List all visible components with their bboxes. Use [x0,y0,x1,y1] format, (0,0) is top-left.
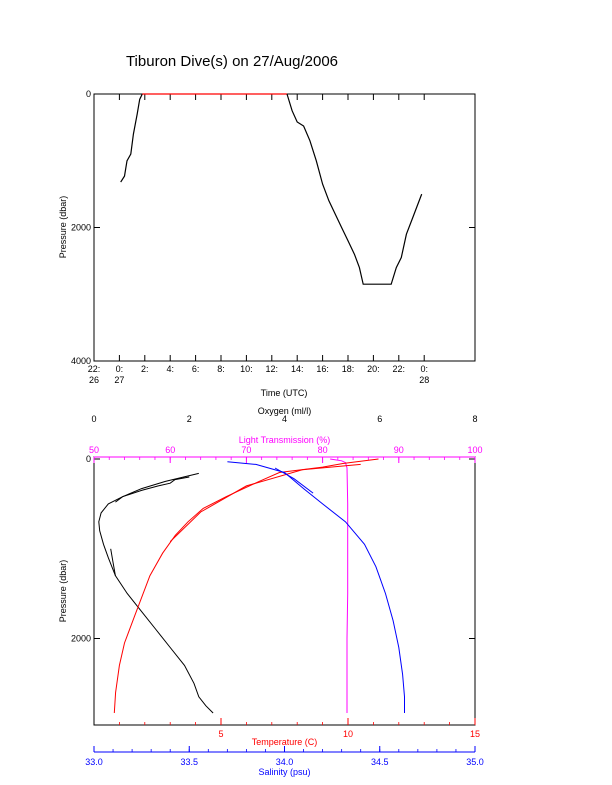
y-tick-label: 2000 [71,223,91,233]
y-tick-label: 4000 [71,356,91,366]
axis-tick-label: 15 [470,729,480,739]
y-tick-label: 0 [86,89,91,99]
x-tick-label: 10: [240,364,253,374]
axis-tick-label: 90 [394,445,404,455]
x-tick-label: 27 [114,375,124,385]
x-tick-label: 26 [89,375,99,385]
x-tick-label: 14: [291,364,304,374]
profile-chart: 0 2000 0 2 4 6 8 Oxygen (ml/l) 50 60 70 80 90 100 Lig… [58,406,484,777]
profile-oxygen [115,472,199,503]
axis-temperature: 5 10 15 Temperature (C) [119,718,480,747]
axis-tick-label: 35.0 [466,757,484,767]
x-tick-label: 28 [419,375,429,385]
series-line [286,93,423,285]
profile-temperature [113,458,379,714]
x-tick-label: 0: [116,364,124,374]
profile-salinity [227,461,405,713]
figure-title: Tiburon Dive(s) on 27/Aug/2006 [126,53,338,70]
axis-tick-label: 50 [89,445,99,455]
axis-tick-label: 0 [91,414,96,424]
axis-tick-label: 6 [377,414,382,424]
axis-tick-label: 5 [218,729,223,739]
axis-tick-label: 2 [187,414,192,424]
axis-tick-label: 4 [282,414,287,424]
profile-salinity [274,467,314,494]
axis-tick-label: 70 [241,445,251,455]
x-tick-label: 0: [420,364,428,374]
x-ticks: 22:260:272: 4: 6: 8: 10: 12: 14: 16: 18: 20: 22: 0:… [88,94,429,385]
profile-oxygen [98,476,214,714]
series-line [120,93,143,183]
chart-frame [93,456,476,726]
profile-temperature [169,463,361,542]
axis-title: Temperature (C) [252,737,318,747]
axis-title: Light Transmission (%) [239,435,331,445]
x-axis-label: Time (UTC) [261,388,308,398]
y-axis-label: Pressure (dbar) [58,196,68,259]
x-tick-label: 22: [88,364,101,374]
chart-frame [93,93,476,362]
axis-tick-label: 100 [467,445,482,455]
series-group [98,458,405,714]
profile-transmission [330,458,349,713]
x-tick-label: 22: [393,364,406,374]
x-tick-label: 12: [266,364,279,374]
axis-tick-label: 33.5 [180,757,198,767]
axis-oxygen: 0 2 4 6 8 Oxygen (ml/l) [91,406,477,424]
axis-title: Salinity (psu) [258,767,310,777]
x-tick-label: 2: [141,364,149,374]
x-tick-label: 20: [367,364,380,374]
axis-tick-label: 10 [343,729,353,739]
axis-transmission: 50 60 70 80 90 100 Light Transmission (%) [89,435,483,463]
y-ticks: 0 2000 4000 [71,89,475,366]
axis-tick-label: 8 [472,414,477,424]
axis-tick-label: 60 [165,445,175,455]
axis-tick-label: 34.0 [276,757,294,767]
y-axis-label: Pressure (dbar) [58,560,68,623]
axis-title: Oxygen (ml/l) [258,406,312,416]
axis-tick-label: 34.5 [371,757,389,767]
axis-salinity: 33.0 33.5 34.0 34.5 35.0 Salinity (psu) [85,746,484,777]
x-tick-label: 6: [192,364,200,374]
y-tick-label: 2000 [71,634,91,644]
profile-oxygen [110,548,116,576]
x-tick-label: 8: [217,364,225,374]
y-ticks: 0 2000 [71,454,475,644]
axis-tick-label: 80 [318,445,328,455]
axis-tick-label: 33.0 [85,757,103,767]
x-tick-label: 16: [316,364,329,374]
series-group [120,93,423,285]
x-tick-label: 18: [342,364,355,374]
x-tick-label: 4: [166,364,174,374]
y-tick-label: 0 [86,454,91,464]
